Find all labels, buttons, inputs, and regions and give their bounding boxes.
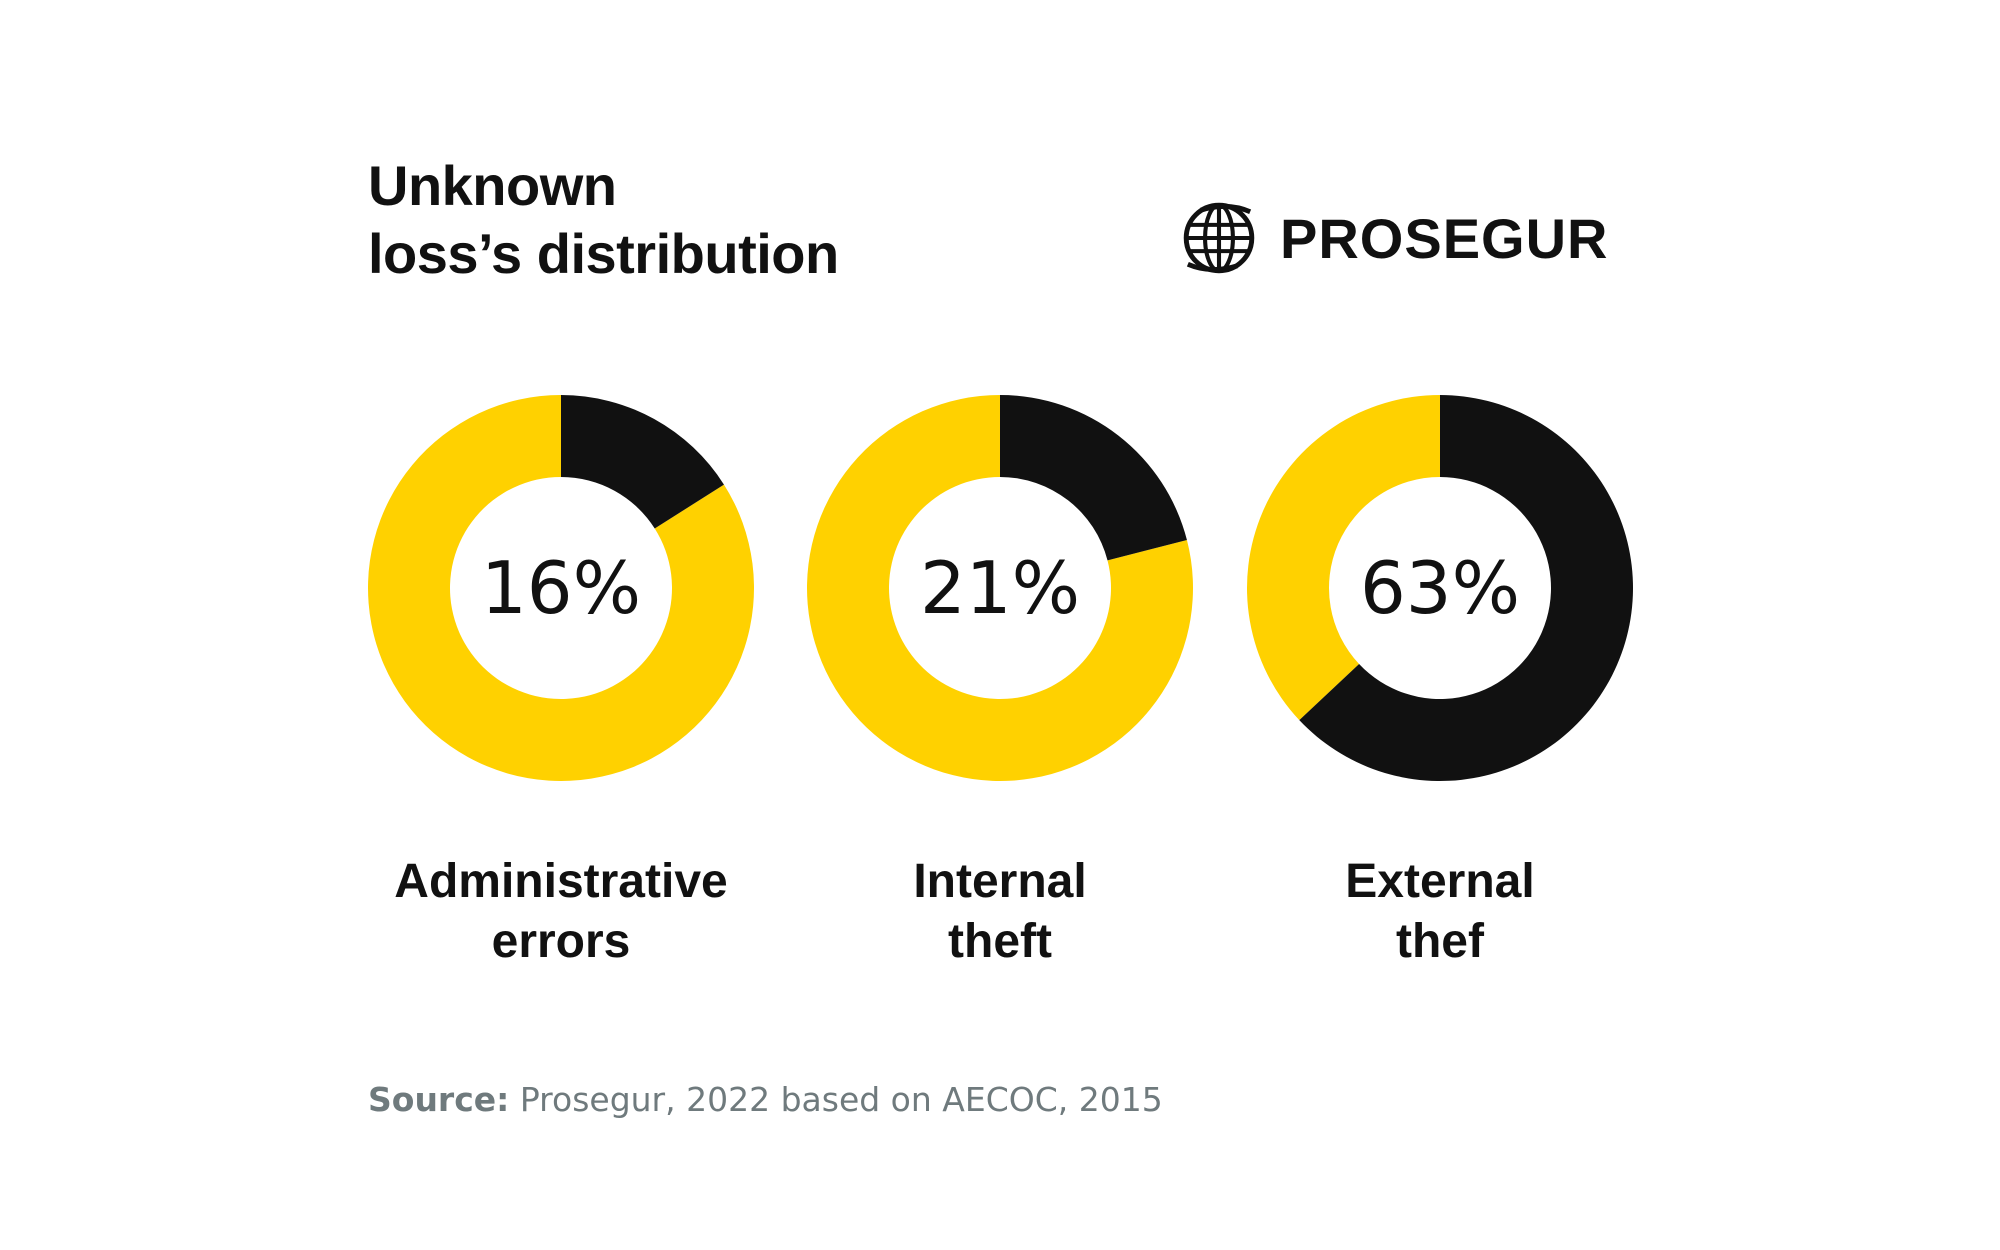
category-label-line-2: thef (1396, 915, 1484, 968)
donut-svg (807, 395, 1193, 781)
donut-value-slice (1000, 395, 1187, 561)
category-label-administrative-errors: Administrative errors (341, 852, 781, 972)
donut-value-slice (1299, 395, 1633, 781)
donut-chart-external-theft: 63% (1247, 395, 1633, 781)
globe-icon (1183, 202, 1255, 274)
donut-rest-slice (1247, 395, 1440, 721)
donut-svg (1247, 395, 1633, 781)
donut-rest-slice (368, 395, 754, 781)
category-label-line-2: errors (491, 915, 631, 968)
source-text: Prosegur, 2022 based on AECOC, 2015 (509, 1080, 1163, 1119)
donut-value-label: 21% (919, 546, 1081, 630)
chart-title: Unknown loss’s distribution (368, 152, 839, 288)
category-label-external-theft: External thef (1220, 852, 1660, 972)
brand-name: PROSEGUR (1280, 206, 1609, 270)
donut-svg (368, 395, 754, 781)
source-note: Source: Prosegur, 2022 based on AECOC, 2… (368, 1080, 1163, 1119)
donut-value-label: 63% (1359, 546, 1521, 630)
category-label-internal-theft: Internal theft (780, 852, 1220, 972)
donut-value-label: 16% (480, 546, 642, 630)
category-label-line-1: Internal (913, 855, 1087, 908)
category-label-line-2: theft (948, 915, 1052, 968)
chart-title-line-1: Unknown (368, 154, 617, 217)
donut-value-slice (561, 395, 724, 529)
brand-logo: PROSEGUR (1178, 196, 1609, 280)
chart-title-line-2: loss’s distribution (368, 222, 839, 285)
donut-chart-administrative-errors: 16% (368, 395, 754, 781)
source-label: Source: (368, 1080, 510, 1119)
category-label-line-1: Administrative (394, 855, 728, 908)
donut-rest-slice (807, 395, 1193, 781)
donut-chart-internal-theft: 21% (807, 395, 1193, 781)
category-label-line-1: External (1345, 855, 1535, 908)
